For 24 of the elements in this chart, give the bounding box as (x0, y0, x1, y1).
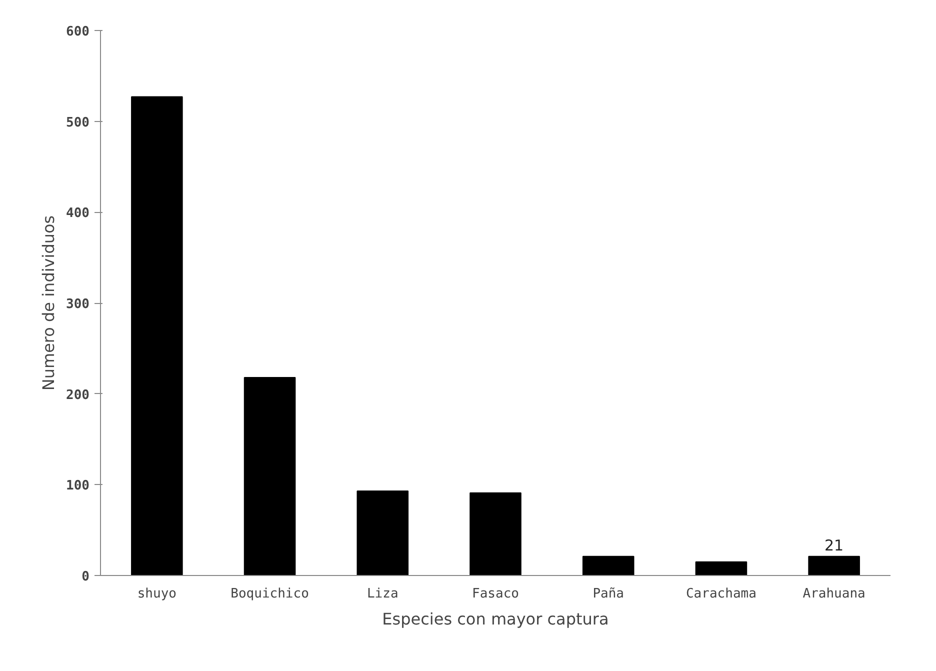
bar (244, 376, 296, 576)
bar (695, 561, 748, 576)
x-tick-label: Arahuana (802, 586, 866, 602)
y-tick-label: 0 (82, 570, 90, 584)
bar (356, 490, 409, 576)
x-tick-label: shuyo (137, 586, 177, 602)
y-tick-label: 600 (66, 24, 90, 40)
x-tick-label: Carachama (686, 586, 756, 602)
y-tick-label: 500 (66, 115, 90, 130)
bar (131, 96, 183, 576)
y-tick-label: 200 (66, 388, 90, 403)
bar (808, 556, 860, 576)
x-tick-label: Fasaco (472, 586, 519, 602)
x-tick-label: Liza (366, 586, 398, 602)
x-tick-label: Boquichico (230, 586, 309, 602)
bar (582, 556, 634, 576)
y-tick-label: 400 (66, 206, 90, 222)
y-tick-label: 300 (66, 297, 90, 312)
y-tick-label: 100 (66, 478, 90, 494)
x-axis-title: Especies con mayor captura (382, 610, 609, 628)
data-label: 21 (824, 536, 844, 554)
bar (470, 492, 522, 576)
y-axis-title: Numero de individuos (39, 215, 58, 391)
x-tick-label: Paña (592, 586, 624, 602)
